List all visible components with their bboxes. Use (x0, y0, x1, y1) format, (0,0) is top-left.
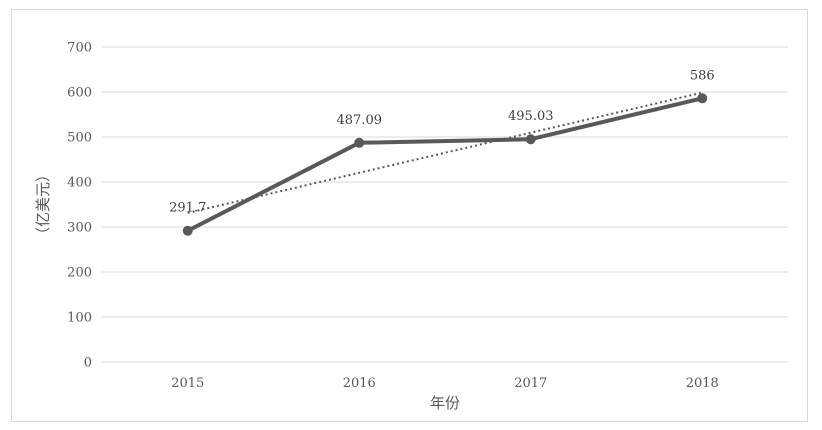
y-tick-label-100: 100 (67, 311, 92, 326)
data-point-2018 (697, 93, 708, 104)
data-label-2018: 586 (690, 68, 715, 83)
x-tick-label-2015: 2015 (171, 376, 204, 391)
x-axis-title: 年份 (430, 394, 460, 412)
series-line (186, 96, 703, 233)
x-axis-ticks: 2015 2016 2017 2018 (171, 376, 719, 391)
chart-frame (11, 9, 808, 422)
x-tick-label-2017: 2017 (514, 376, 547, 391)
y-axis-ticks: 0 100 200 300 400 500 600 700 (67, 41, 92, 371)
data-label-2015: 291.7 (169, 201, 206, 216)
y-tick-label-400: 400 (67, 176, 92, 191)
y-tick-label-300: 300 (67, 221, 92, 236)
y-axis-title: （亿美元） (34, 167, 52, 242)
trendline (187, 91, 703, 214)
data-label-2017: 495.03 (508, 109, 554, 124)
data-labels: 291.7 487.09 495.03 586 (169, 68, 715, 215)
series-group (182, 93, 708, 236)
x-tick-label-2018: 2018 (686, 376, 719, 391)
data-point-2017 (525, 134, 536, 145)
data-label-2016: 487.09 (337, 113, 383, 128)
y-tick-label-500: 500 (67, 131, 92, 146)
y-tick-label-700: 700 (67, 41, 92, 56)
x-tick-label-2016: 2016 (343, 376, 376, 391)
y-tick-label-600: 600 (67, 86, 92, 101)
y-tick-label-200: 200 (67, 266, 92, 281)
data-point-2015 (182, 225, 193, 236)
y-tick-label-0: 0 (84, 356, 92, 371)
gridlines (102, 46, 788, 363)
data-point-2016 (354, 137, 365, 148)
trendline-group (187, 91, 703, 214)
